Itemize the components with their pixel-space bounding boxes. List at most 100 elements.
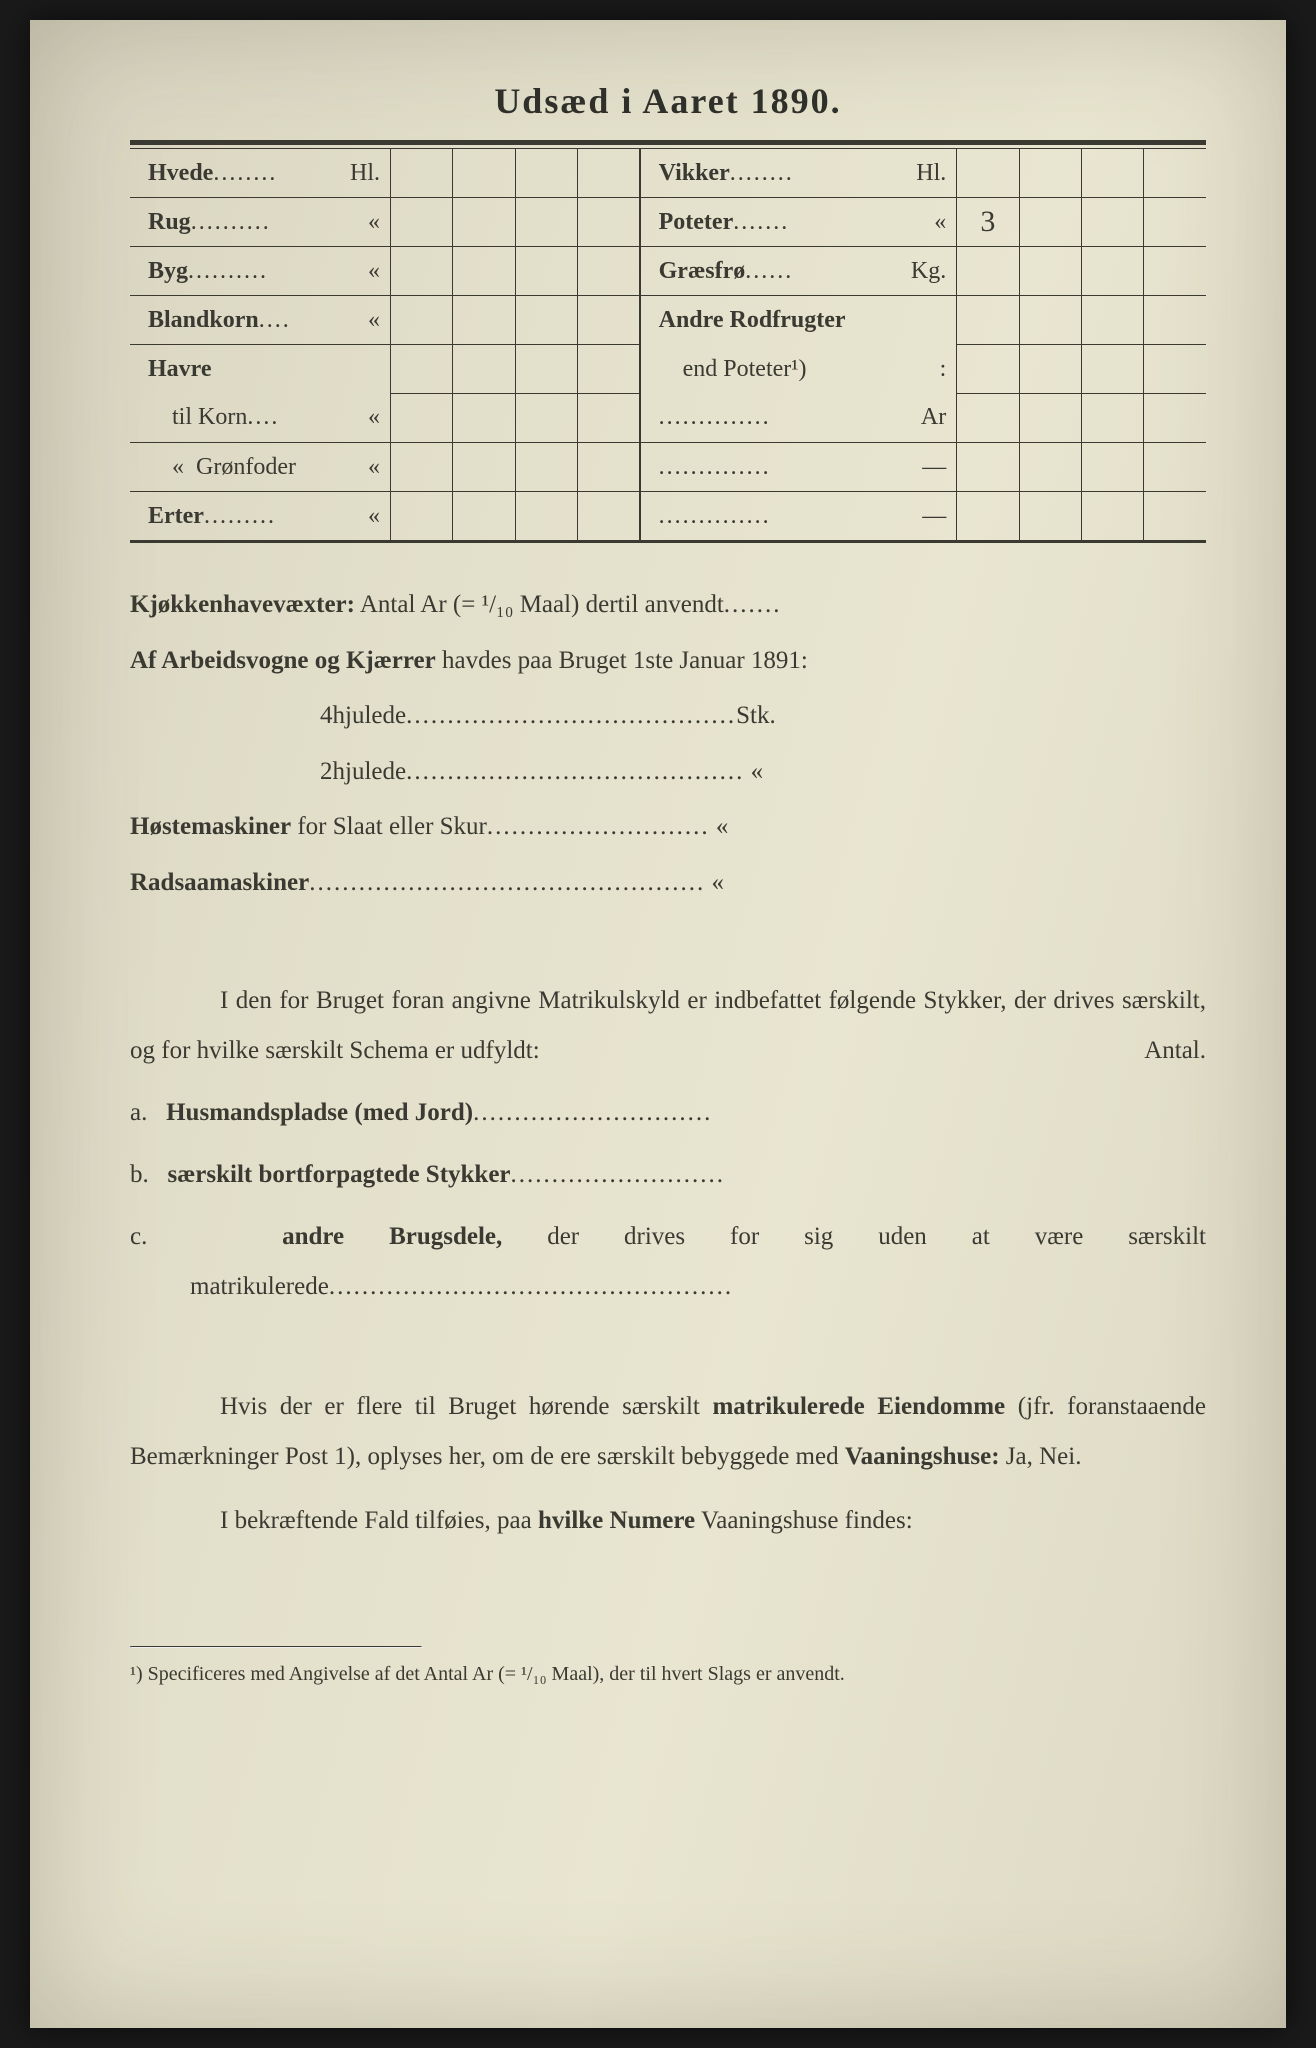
- wagons-4wheel-label: 4hjulede: [320, 702, 406, 729]
- harvest-row: Høstemaskiner for Slaat eller Skur......…: [130, 803, 1206, 851]
- seed-left-label: « Grønfoder: [130, 443, 323, 492]
- seed-left-cell: [391, 198, 453, 247]
- seed-right-cell: [1019, 345, 1081, 394]
- seed-left-label: Rug..........: [130, 198, 323, 247]
- seed-row: « Grønfoder«..............—: [130, 443, 1206, 492]
- seed-left-unit: «: [323, 296, 391, 345]
- matrikul-item-b: b. særskilt bortforpagtede Stykker......…: [130, 1150, 1206, 1200]
- seed-left-label: Byg..........: [130, 247, 323, 296]
- seed-left-cell: [453, 247, 515, 296]
- seed-right-cell: [1144, 247, 1206, 296]
- vaaning-p1bold1: matrikulerede Eiendomme: [712, 1393, 1005, 1420]
- seed-right-unit: —: [889, 443, 957, 492]
- item-b-dots: ..........................: [511, 1161, 726, 1188]
- vaaning-block: Hvis der er flere til Bruget hørende sær…: [130, 1382, 1206, 1546]
- item-c-dots: ........................................…: [329, 1273, 733, 1300]
- seed-left-cell: [515, 443, 577, 492]
- seed-left-cell: [515, 149, 577, 198]
- seed-row: Rug..........«Poteter.......«3: [130, 198, 1206, 247]
- seed-left-unit: «: [323, 443, 391, 492]
- vaaning-p2bold: hvilke Numere: [538, 1507, 695, 1534]
- seed-left-cell: [577, 394, 639, 443]
- seed-row: Blandkorn....«Andre Rodfrugter: [130, 296, 1206, 345]
- seed-left-cell: [515, 345, 577, 394]
- seed-left-label: Erter.........: [130, 492, 323, 542]
- seed-right-label: ..............: [640, 492, 889, 542]
- seed-left-cell: [391, 247, 453, 296]
- seed-right-label: Poteter.......: [640, 198, 889, 247]
- harvest-unit: «: [716, 813, 729, 840]
- item-c-pre: c.: [130, 1223, 282, 1250]
- seed-right-cell: [1144, 394, 1206, 443]
- seed-left-cell: [515, 296, 577, 345]
- seed-right-cell: [1144, 149, 1206, 198]
- seed-right-cell: [957, 492, 1019, 542]
- matrikul-block: I den for Bruget foran angivne Matrikuls…: [130, 976, 1206, 1312]
- seed-right-cell: [957, 443, 1019, 492]
- rowseed-bold: Radsaamaskiner: [130, 869, 309, 896]
- wagons-intro-bold: Af Arbeidsvogne og Kjærrer: [130, 647, 436, 674]
- seed-right-cell: [1019, 443, 1081, 492]
- vaaning-p2a: I bekræftende Fald tilføies, paa: [220, 1507, 538, 1534]
- vaaning-p1c: Ja, Nei.: [1000, 1443, 1082, 1470]
- seed-left-cell: [577, 296, 639, 345]
- seed-left-label: til Korn....: [130, 394, 323, 443]
- wagons-intro: Af Arbeidsvogne og Kjærrer havdes paa Br…: [130, 637, 1206, 685]
- wagons-4wheel-unit: Stk.: [736, 702, 776, 729]
- seed-right-cell: [1081, 394, 1143, 443]
- item-b-bold: særskilt bortforpagtede Stykker: [168, 1161, 511, 1188]
- seed-left-label: Hvede........: [130, 149, 323, 198]
- seed-left-cell: [453, 345, 515, 394]
- seed-right-cell: [1081, 345, 1143, 394]
- seed-right-cell: 3: [957, 198, 1019, 247]
- seed-right-label: Græsfrø......: [640, 247, 889, 296]
- seed-left-cell: [577, 149, 639, 198]
- seed-right-label: ..............: [640, 443, 889, 492]
- title-rule-thick: [130, 140, 1206, 145]
- vaaning-p1a: Hvis der er flere til Bruget hørende sær…: [220, 1393, 712, 1420]
- seed-left-cell: [453, 394, 515, 443]
- seed-left-unit: «: [323, 492, 391, 542]
- seed-left-cell: [577, 345, 639, 394]
- seed-right-cell: [1144, 443, 1206, 492]
- wagons-4wheel-dots: ........................................: [406, 702, 736, 729]
- rowseed-unit: «: [711, 869, 724, 896]
- seed-right-cell: [1019, 149, 1081, 198]
- seed-left-unit: «: [323, 247, 391, 296]
- item-a-bold: Husmandspladse (med Jord): [166, 1099, 473, 1126]
- seed-right-cell: [1144, 492, 1206, 542]
- seed-left-unit: «: [323, 394, 391, 443]
- seed-left-cell: [577, 247, 639, 296]
- seed-right-unit: [889, 296, 957, 345]
- kitchen-label-rest: Antal Ar (= ¹/₁₀ Maal) dertil anvendt: [355, 591, 724, 618]
- seed-left-cell: [577, 492, 639, 542]
- seed-left-cell: [391, 443, 453, 492]
- wagons-4wheel: 4hjulede................................…: [130, 692, 1206, 740]
- kitchen-row: Kjøkkenhavevæxter: Antal Ar (= ¹/₁₀ Maal…: [130, 581, 1206, 629]
- seed-right-cell: [1019, 394, 1081, 443]
- seed-right-cell: [1081, 296, 1143, 345]
- vaaning-p2b: Vaaningshuse findes:: [695, 1507, 913, 1534]
- seed-left-cell: [391, 394, 453, 443]
- seed-right-cell: [1144, 198, 1206, 247]
- seed-left-cell: [453, 296, 515, 345]
- page-title: Udsæd i Aaret 1890.: [130, 80, 1206, 122]
- item-b-pre: b.: [130, 1161, 168, 1188]
- rowseed-dots: ........................................…: [309, 869, 705, 896]
- seed-right-cell: [957, 247, 1019, 296]
- footnote-rule: [130, 1646, 422, 1648]
- seed-right-cell: [957, 149, 1019, 198]
- wagons-2wheel-unit: «: [751, 758, 764, 785]
- seed-right-unit: :: [889, 345, 957, 394]
- seed-table: Hvede........Hl.Vikker........Hl.Rug....…: [130, 149, 1206, 543]
- seed-row: til Korn....«..............Ar: [130, 394, 1206, 443]
- seed-right-cell: [1081, 247, 1143, 296]
- seed-left-cell: [453, 149, 515, 198]
- matrikul-p1-text: I den for Bruget foran angivne Matrikuls…: [130, 987, 1206, 1064]
- seed-right-label: Andre Rodfrugter: [640, 296, 889, 345]
- seed-left-cell: [391, 492, 453, 542]
- seed-right-cell: [1081, 492, 1143, 542]
- seed-left-cell: [515, 247, 577, 296]
- wagons-2wheel-label: 2hjulede: [320, 758, 406, 785]
- seed-right-unit: Kg.: [889, 247, 957, 296]
